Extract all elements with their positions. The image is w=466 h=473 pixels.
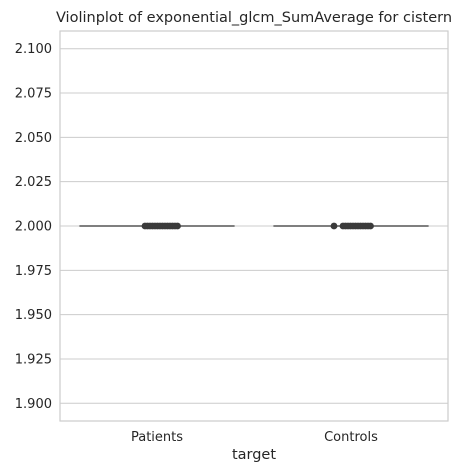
y-tick-label: 1.925 <box>15 352 52 367</box>
plot-frame <box>59 30 449 422</box>
y-tick-label: 1.900 <box>15 397 52 412</box>
x-axis-ticks: Patients Controls <box>131 430 378 445</box>
inner-point <box>367 222 374 230</box>
y-tick-label: 2.000 <box>15 220 52 235</box>
inner-point <box>330 222 338 230</box>
y-tick-label: 2.025 <box>15 175 52 190</box>
chart-title: Violinplot of exponential_glcm_SumAverag… <box>56 10 452 26</box>
x-tick-label: Controls <box>324 430 378 445</box>
y-axis-ticks: 1.900 1.925 1.950 1.975 2.000 2.025 2.050 2.075… <box>15 42 52 412</box>
x-axis-label: target <box>232 447 276 463</box>
y-tick-label: 2.050 <box>15 131 52 146</box>
x-tick-label: Patients <box>131 430 183 445</box>
y-tick-label: 1.975 <box>15 264 52 279</box>
y-tick-label: 2.100 <box>15 42 52 57</box>
violin-marks <box>79 222 429 230</box>
y-tick-label: 2.075 <box>15 87 52 102</box>
inner-point <box>174 222 181 230</box>
y-tick-label: 1.950 <box>15 308 52 323</box>
